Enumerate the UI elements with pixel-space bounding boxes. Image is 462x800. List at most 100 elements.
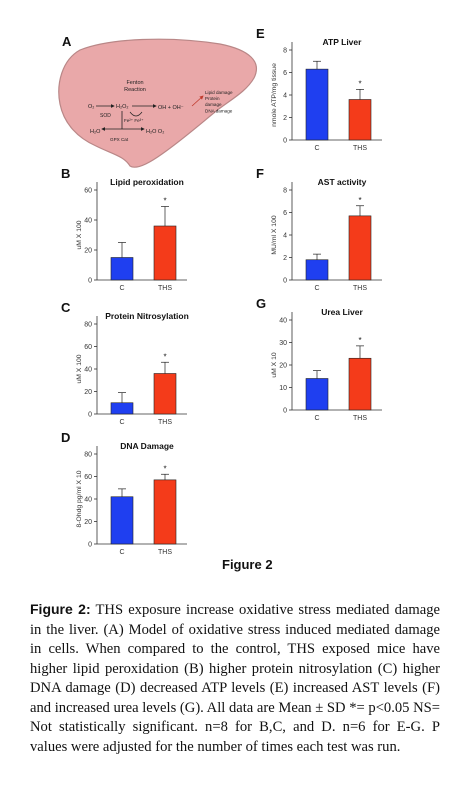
x-tick-label: THS: [353, 415, 367, 422]
bar-c: [110, 402, 134, 415]
arrow-fe-cycle: [129, 111, 143, 117]
caption-body: THS exposure increase oxidative stress m…: [30, 602, 440, 755]
panel-f: F AST activity 0 2 4 6 8 MU/ml X 100 C * THS: [250, 166, 430, 313]
panel-g: G Urea Liver 0 10 20 30 40 uM X 10 C * THS: [250, 296, 430, 443]
label-fenton-line-1: Reaction: [124, 87, 146, 93]
y-tick-label: 60: [84, 344, 92, 351]
bar-ths: [348, 99, 372, 141]
panel-letter-c: C: [61, 300, 71, 315]
x-tick-label: C: [119, 285, 124, 292]
x-tick-label: C: [119, 419, 124, 426]
label-h2o2: H₂O₂: [116, 104, 129, 110]
y-tick-label: 8: [283, 188, 287, 195]
label-damage-line-1: Protein: [205, 96, 220, 101]
chart-title: ATP Liver: [323, 37, 363, 47]
x-tick-label: THS: [158, 419, 172, 426]
panel-letter-a: A: [62, 34, 72, 49]
label-gpx-cat: GPX Cat: [110, 137, 129, 142]
label-h2o-o2: H₂O O₂: [146, 129, 164, 135]
y-tick-label: 0: [88, 278, 92, 285]
y-axis-label: uM X 100: [76, 220, 83, 249]
panel-letter-g: G: [256, 296, 266, 311]
x-tick-label: THS: [353, 145, 367, 152]
y-axis-label: uM X 100: [76, 354, 83, 383]
panel-letter-b: B: [61, 166, 70, 181]
bar-ths: [348, 357, 372, 411]
significance-marker: *: [358, 196, 361, 205]
panel-c: C Protein Nitrosylation 0 20 40 60 80 uM X 100 C…: [55, 300, 235, 447]
y-tick-label: 20: [84, 248, 92, 255]
x-tick-label: THS: [158, 285, 172, 292]
significance-marker: *: [163, 464, 166, 473]
y-tick-label: 60: [84, 188, 92, 195]
y-tick-label: 80: [84, 452, 92, 459]
label-sod: SOD: [100, 113, 111, 119]
chart-title: Urea Liver: [321, 307, 363, 317]
significance-marker: *: [163, 352, 166, 361]
x-tick-label: THS: [158, 549, 172, 556]
y-tick-label: 0: [283, 138, 287, 145]
panel-b: B Lipid peroxidation 0 20 40 60 uM X 100 C * THS: [55, 166, 235, 313]
y-tick-label: 0: [283, 408, 287, 415]
y-tick-label: 0: [283, 278, 287, 285]
y-tick-label: 60: [84, 474, 92, 481]
label-damage-line-0: Lipid damage: [205, 90, 233, 95]
y-tick-label: 40: [84, 497, 92, 504]
y-tick-label: 0: [88, 412, 92, 419]
y-axis-label: nmole ATP/mg tissue: [271, 63, 278, 127]
y-tick-label: 2: [283, 255, 287, 262]
y-tick-label: 40: [84, 218, 92, 225]
y-tick-label: 20: [84, 519, 92, 526]
label-fenton-line-0: Fenton: [126, 80, 143, 86]
label-oh: OH + OH⁻: [158, 105, 184, 111]
y-tick-label: 40: [84, 367, 92, 374]
chart-title: AST activity: [318, 177, 367, 187]
x-tick-label: C: [314, 415, 319, 422]
panel-d: D DNA Damage 0 20 40 60 80 8-Ohdg pg/ml X 10 C * T…: [55, 430, 235, 577]
bar-ths: [153, 225, 177, 281]
y-tick-label: 6: [283, 70, 287, 77]
panel-e: E ATP Liver 0 2 4 6 8 nmole ATP/mg tissue C * THS: [250, 26, 430, 173]
x-tick-label: THS: [353, 285, 367, 292]
bar-ths: [153, 373, 177, 415]
bar-c: [110, 257, 134, 281]
panel-a: A Fenton Reaction O₂ H₂O₂ SOD Fe²⁺ Fe³⁺ OH + O…: [50, 28, 260, 178]
significance-marker: *: [358, 336, 361, 345]
y-tick-label: 4: [283, 93, 287, 100]
bar-ths: [348, 215, 372, 281]
y-tick-label: 10: [279, 385, 287, 392]
panel-letter-f: F: [256, 166, 264, 181]
arrow-to-damage: [191, 95, 204, 107]
label-fe: Fe²⁺ Fe³⁺: [124, 118, 144, 123]
figure-label: Figure 2: [222, 557, 273, 572]
chart-protein-nitrosylation: C Protein Nitrosylation 0 20 40 60 80 uM X 100 C…: [61, 300, 189, 426]
panel-letter-e: E: [256, 26, 265, 41]
figure-caption: Figure 2: THS exposure increase oxidativ…: [30, 600, 440, 757]
chart-atp-liver: E ATP Liver 0 2 4 6 8 nmole ATP/mg tissue C * THS: [256, 26, 382, 152]
x-tick-label: C: [314, 285, 319, 292]
chart-lipid-peroxidation: B Lipid peroxidation 0 20 40 60 uM X 100 C * THS: [61, 166, 187, 292]
significance-marker: *: [358, 79, 361, 88]
y-tick-label: 30: [279, 340, 287, 347]
significance-marker: *: [163, 197, 166, 206]
chart-ast-activity: F AST activity 0 2 4 6 8 MU/ml X 100 C * THS: [256, 166, 382, 292]
bar-c: [305, 378, 329, 411]
liver-shape: [58, 38, 257, 168]
y-tick-label: 80: [84, 322, 92, 329]
label-damage-line-2: damage: [205, 102, 222, 107]
y-tick-label: 20: [84, 389, 92, 396]
chart-title: Lipid peroxidation: [110, 177, 184, 187]
label-o2: O₂: [88, 104, 94, 110]
chart-title: DNA Damage: [120, 441, 174, 451]
bar-c: [110, 496, 134, 545]
chart-dna-damage: D DNA Damage 0 20 40 60 80 8-Ohdg pg/ml X 10 C * T…: [61, 430, 187, 556]
bar-c: [305, 259, 329, 281]
x-tick-label: C: [119, 549, 124, 556]
y-tick-label: 20: [279, 363, 287, 370]
y-axis-label: MU/ml X 100: [271, 215, 278, 255]
x-tick-label: C: [314, 145, 319, 152]
caption-head: Figure 2:: [30, 601, 91, 617]
chart-urea-liver: G Urea Liver 0 10 20 30 40 uM X 10 C * THS: [256, 296, 382, 422]
label-damage-line-3: DNA damage: [205, 108, 233, 113]
